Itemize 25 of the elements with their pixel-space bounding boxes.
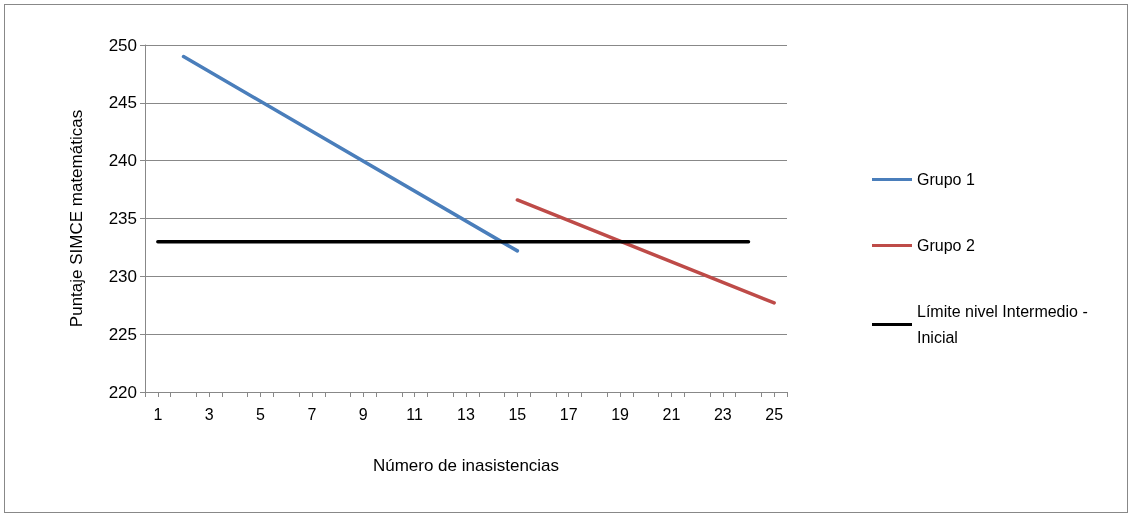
x-tick-label: 7 [307,405,317,423]
x-axis-title: Número de inasistencias [372,456,560,475]
x-tick-label: 25 [765,405,784,423]
y-tick-label: 220 [108,382,137,402]
y-tick-label: 240 [108,151,137,171]
x-tick-label: 23 [713,405,732,423]
y-tick-label: 245 [108,93,137,113]
legend-label: Grupo 2 [917,237,975,254]
x-tick-label: 11 [406,405,424,423]
y-tick-label: 250 [108,35,137,55]
x-tick-label: 21 [662,405,681,423]
x-tick-label: 19 [611,405,630,423]
legend-label: Grupo 1 [917,171,975,188]
x-tick-label: 3 [204,405,214,423]
x-tick-label: 13 [457,405,475,423]
y-tick-label: 235 [108,209,137,228]
y-axis-title: Puntaje SIMCE matemáticas [67,109,86,328]
legend-label: Límite nivel Intermedio - Inicial [917,303,1093,346]
x-tick-label: 1 [153,405,163,423]
x-tick-label: 9 [358,405,368,423]
x-tick-label: 15 [508,405,527,423]
y-tick-label: 225 [108,324,137,344]
x-tick-label: 17 [559,405,578,423]
y-tick-label: 230 [108,266,137,286]
x-tick-label: 5 [256,405,266,423]
